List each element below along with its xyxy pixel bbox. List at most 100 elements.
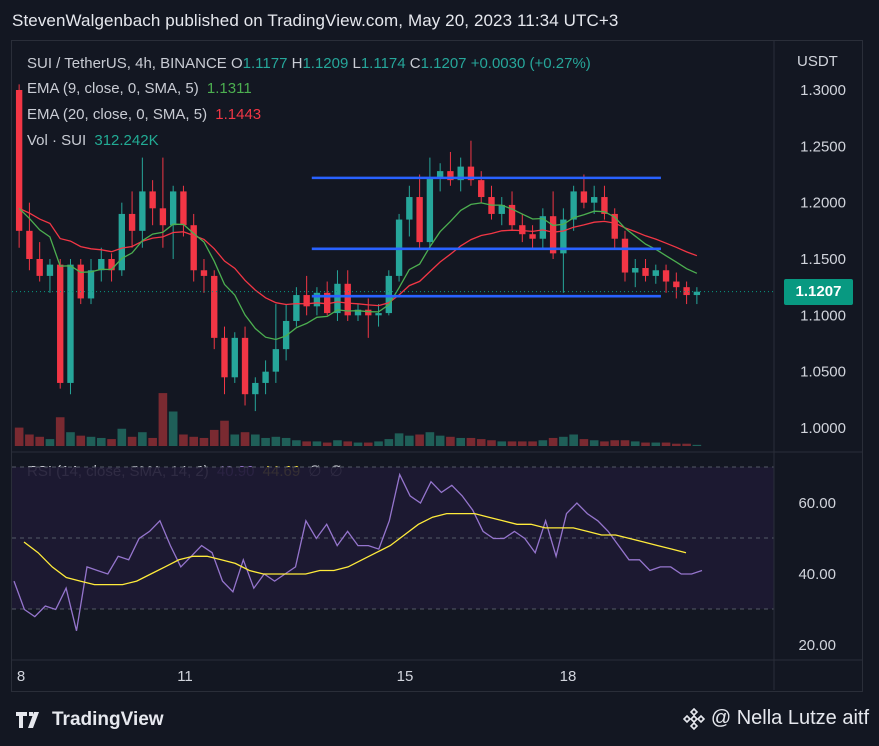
candle-body: [673, 281, 680, 288]
candle-body: [36, 259, 43, 276]
volume-bar: [96, 437, 106, 446]
volume-bar: [55, 417, 65, 446]
volume-bar: [661, 442, 671, 446]
ema20-legend[interactable]: EMA (20, close, 0, SMA, 5) 1.1443: [27, 106, 265, 123]
volume-bar: [333, 440, 342, 446]
price-tick-label: 1.3000: [800, 82, 846, 99]
volume-bar: [168, 411, 178, 446]
high-label: H: [291, 55, 303, 72]
candle-body: [231, 337, 238, 378]
tradingview-logo[interactable]: TradingView: [16, 709, 164, 731]
volume-bar: [672, 443, 681, 446]
low-value: 1.1174: [360, 55, 406, 72]
candle-body: [385, 275, 392, 314]
ema20-line: [18, 207, 698, 307]
ema9-legend[interactable]: EMA (9, close, 0, SMA, 5) 1.1311: [27, 80, 256, 97]
candle-body: [354, 309, 362, 316]
credit-text: @ Nella Lutze aitf: [710, 707, 869, 729]
candle-body: [457, 166, 464, 181]
candle-body: [108, 259, 115, 271]
volume-bar: [107, 439, 116, 446]
volume-bar: [384, 439, 394, 446]
candle-body: [272, 349, 280, 372]
volume-bar: [682, 443, 691, 446]
low-label: L: [352, 55, 361, 72]
candle-body: [139, 191, 146, 231]
rsi-lines: [13, 472, 703, 631]
indicator-lines: [18, 202, 698, 341]
volume-bar: [446, 436, 455, 446]
volume-bar: [538, 440, 548, 446]
ema9-line: [18, 202, 698, 341]
candle-body: [57, 264, 64, 383]
close-value: 1.1207: [420, 55, 467, 72]
candle-body: [560, 219, 567, 254]
chart-frame: [11, 40, 863, 692]
volume-bar: [569, 434, 578, 446]
high-value: 1.1209: [302, 55, 349, 72]
ema20-value: 1.1443: [215, 106, 262, 123]
symbol-legend[interactable]: SUI / TetherUS, 4h, BINANCE O1.1177 H1.1…: [27, 55, 591, 72]
ema9-value: 1.1311: [206, 80, 252, 97]
volume-bar: [394, 433, 404, 446]
candle-body: [344, 283, 351, 316]
binance-diamond-icon: [682, 707, 705, 730]
volume-bar: [302, 441, 311, 446]
price-tick-label: 1.0500: [800, 364, 846, 381]
channel-lines[interactable]: [311, 176, 661, 298]
symbol-name[interactable]: SUI / TetherUS, 4h, BINANCE: [27, 55, 227, 72]
volume-bar: [641, 442, 650, 446]
candle-body: [375, 313, 382, 316]
volume-bar: [251, 434, 260, 446]
volume-bar: [651, 442, 661, 446]
volume-bar: [559, 436, 568, 446]
candle-body: [87, 270, 95, 299]
candle-body: [200, 270, 208, 276]
candle-body: [621, 238, 629, 273]
volume-bar: [476, 439, 486, 446]
candle-body: [529, 234, 536, 239]
open-value: 1.1177: [242, 55, 288, 72]
volume-bar: [66, 432, 75, 446]
time-tick-label: 8: [17, 668, 25, 685]
candle-body: [313, 292, 321, 307]
volume-value: 312.242K: [94, 132, 159, 149]
volume-bar: [630, 441, 640, 446]
volume-bar: [456, 437, 465, 446]
candle-body: [498, 204, 505, 214]
volume-bar: [322, 442, 332, 446]
volume-bar: [374, 441, 383, 446]
volume-bar: [76, 435, 86, 446]
price-tick-label: 1.2000: [800, 195, 846, 212]
rsi-tick-label: 40.00: [798, 566, 836, 583]
candle-body: [221, 337, 228, 378]
candle-body: [303, 295, 310, 307]
candle-body: [416, 197, 423, 243]
tradingview-logo-icon: [16, 712, 39, 728]
volume-legend[interactable]: Vol · SUI 312.242K: [27, 132, 163, 149]
volume-bar: [281, 437, 291, 446]
volume-bar: [589, 440, 599, 446]
volume-bar: [179, 434, 188, 446]
volume-bar: [548, 437, 558, 446]
volume-bar: [138, 432, 147, 446]
volume-bar: [466, 437, 476, 446]
close-label: C: [409, 55, 421, 72]
volume-bar: [363, 442, 373, 446]
candle-body: [324, 292, 331, 314]
volume-bar: [240, 432, 250, 446]
candle-body: [169, 191, 177, 226]
volume-bar: [209, 429, 219, 446]
open-label: O: [230, 55, 243, 72]
volume-bar: [517, 441, 527, 446]
candle-body: [334, 283, 341, 314]
rsi-line: [13, 472, 703, 631]
volume-bar: [292, 440, 301, 446]
candle-body: [77, 264, 84, 299]
volume-bar: [271, 436, 281, 446]
rsi-tick-label: 20.00: [798, 637, 836, 654]
volume-bar: [415, 434, 424, 446]
volume-bar: [425, 432, 435, 446]
candle-body: [519, 225, 526, 235]
